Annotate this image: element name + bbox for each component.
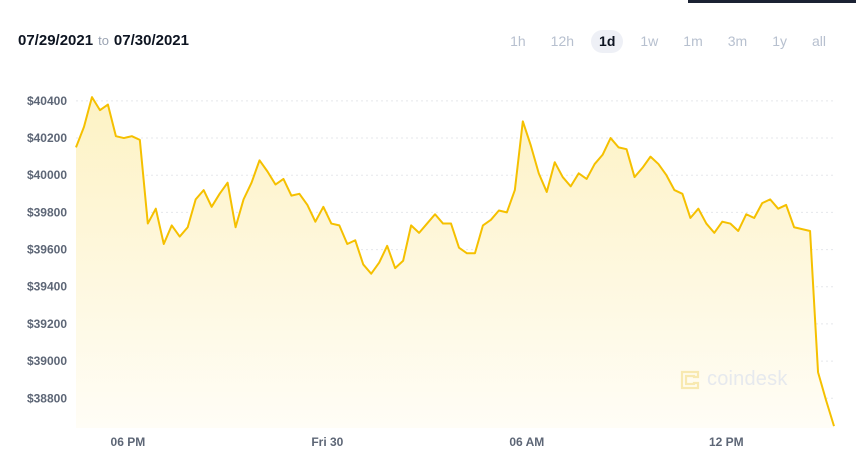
period-1h[interactable]: 1h: [510, 33, 526, 49]
x-axis: 06 PM Fri 30 06 AM 12 PM: [111, 435, 744, 449]
price-area-fill: [76, 97, 834, 429]
end-date: 07/30/2021: [113, 32, 189, 49]
top-edge-bar: [688, 0, 856, 3]
x-tick-label: 06 PM: [111, 435, 146, 449]
start-date: 07/29/2021: [18, 32, 94, 49]
period-1y[interactable]: 1y: [772, 33, 787, 49]
period-12h[interactable]: 12h: [550, 33, 575, 49]
y-tick-label: $40000: [27, 168, 67, 182]
price-points: [75, 97, 835, 427]
x-tick-label: 12 PM: [709, 435, 744, 449]
period-all[interactable]: all: [811, 33, 826, 49]
y-tick-label: $40200: [27, 131, 67, 145]
period-3m[interactable]: 3m: [727, 33, 748, 49]
date-range: 07/29/2021 to 07/30/2021: [18, 32, 189, 49]
y-axis: $40400 $40200 $40000 $39800 $39600 $39400 $392…: [27, 94, 67, 405]
y-tick-label: $39600: [27, 243, 67, 257]
period-selector: 1h 12h 1d 1w 1m 3m 1y all: [493, 30, 834, 53]
x-tick-label: 06 AM: [509, 435, 544, 449]
period-1w[interactable]: 1w: [640, 33, 659, 49]
price-line: [75, 96, 835, 427]
y-tick-label: $39000: [27, 354, 67, 368]
y-tick-label: $38800: [27, 391, 67, 405]
y-tick-label: $39800: [27, 205, 67, 219]
x-tick-label: Fri 30: [311, 435, 343, 449]
coindesk-watermark: coindesk: [679, 368, 788, 391]
y-tick-label: $39200: [27, 317, 67, 331]
y-tick-label: $40400: [27, 94, 67, 108]
period-1m[interactable]: 1m: [683, 33, 703, 49]
period-1d[interactable]: 1d: [591, 30, 624, 53]
coindesk-logo-icon: [680, 370, 700, 389]
to-label: to: [98, 33, 109, 48]
watermark-text: coindesk: [707, 368, 788, 390]
y-tick-label: $39400: [27, 280, 67, 294]
